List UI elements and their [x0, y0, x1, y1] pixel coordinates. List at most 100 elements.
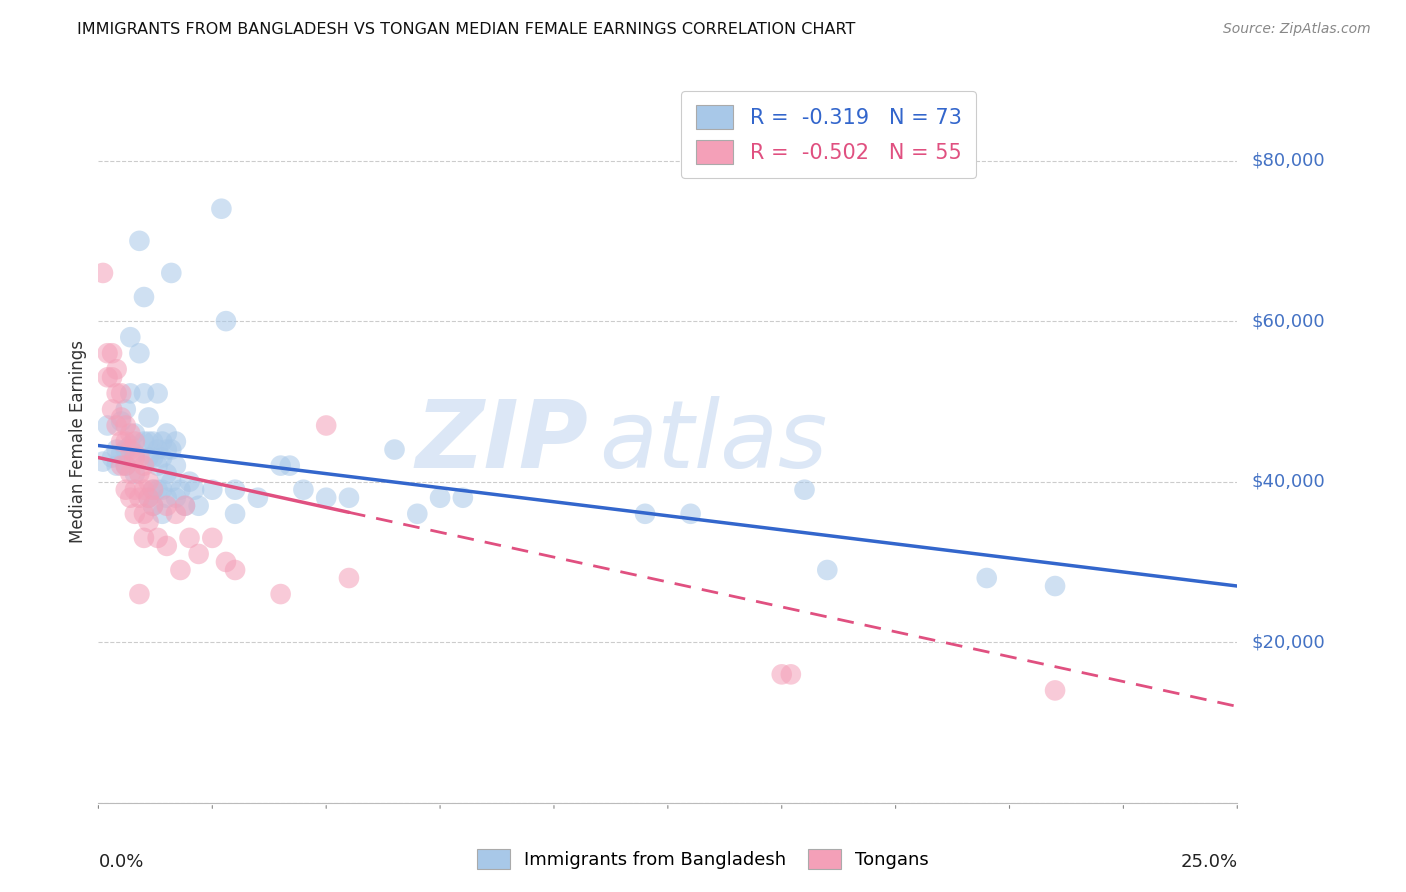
Point: [209, 202, 232, 216]
Point: [156, 539, 179, 553]
Point: [156, 442, 179, 457]
Point: [169, 483, 191, 497]
Point: [224, 507, 246, 521]
Text: Source: ZipAtlas.com: Source: ZipAtlas.com: [1223, 22, 1371, 37]
Point: [156, 491, 179, 505]
Point: [142, 434, 165, 449]
Point: [105, 386, 128, 401]
Point: [124, 507, 146, 521]
Point: [96, 370, 118, 384]
Point: [120, 386, 142, 401]
Point: [201, 531, 224, 545]
Point: [146, 531, 169, 545]
Point: [138, 410, 160, 425]
Point: [278, 458, 301, 473]
Point: [179, 475, 201, 489]
Point: [160, 266, 183, 280]
Point: [174, 499, 197, 513]
Point: [138, 434, 160, 449]
Point: [124, 467, 146, 481]
Point: [156, 467, 179, 481]
Point: [337, 571, 360, 585]
Text: 25.0%: 25.0%: [1180, 854, 1237, 871]
Point: [120, 442, 142, 457]
Point: [114, 483, 136, 497]
Point: [124, 434, 146, 449]
Point: [114, 418, 136, 433]
Point: [174, 499, 197, 513]
Point: [292, 483, 315, 497]
Point: [101, 402, 124, 417]
Point: [146, 483, 169, 497]
Point: [138, 491, 160, 505]
Point: [429, 491, 451, 505]
Point: [120, 426, 142, 441]
Point: [114, 458, 136, 473]
Point: [132, 458, 155, 473]
Point: [169, 563, 191, 577]
Point: [187, 547, 209, 561]
Point: [384, 442, 406, 457]
Text: ZIP: ZIP: [415, 395, 588, 488]
Point: [150, 450, 173, 465]
Point: [114, 434, 136, 449]
Text: $80,000: $80,000: [1251, 152, 1324, 169]
Point: [165, 434, 187, 449]
Point: [156, 426, 179, 441]
Point: [101, 346, 124, 360]
Point: [132, 290, 155, 304]
Point: [128, 450, 150, 465]
Point: [315, 491, 337, 505]
Point: [315, 418, 337, 433]
Point: [138, 475, 160, 489]
Point: [770, 667, 793, 681]
Point: [110, 446, 132, 460]
Point: [105, 442, 128, 457]
Point: [165, 491, 187, 505]
Point: [160, 442, 183, 457]
Point: [120, 491, 142, 505]
Point: [105, 458, 128, 473]
Point: [138, 450, 160, 465]
Point: [146, 386, 169, 401]
Point: [110, 410, 132, 425]
Point: [1043, 683, 1066, 698]
Point: [793, 483, 815, 497]
Point: [165, 507, 187, 521]
Point: [91, 266, 114, 280]
Point: [96, 418, 118, 433]
Point: [128, 346, 150, 360]
Point: [105, 362, 128, 376]
Point: [132, 483, 155, 497]
Point: [679, 507, 702, 521]
Point: [165, 458, 187, 473]
Point: [124, 483, 146, 497]
Point: [142, 499, 165, 513]
Point: [96, 346, 118, 360]
Y-axis label: Median Female Earnings: Median Female Earnings: [69, 340, 87, 543]
Point: [160, 475, 183, 489]
Legend: Immigrants from Bangladesh, Tongans: Immigrants from Bangladesh, Tongans: [468, 839, 938, 879]
Point: [124, 446, 146, 460]
Point: [114, 458, 136, 473]
Point: [150, 434, 173, 449]
Point: [634, 507, 657, 521]
Point: [779, 667, 801, 681]
Point: [114, 402, 136, 417]
Point: [976, 571, 998, 585]
Point: [142, 483, 165, 497]
Point: [132, 386, 155, 401]
Point: [150, 507, 173, 521]
Point: [406, 507, 429, 521]
Point: [201, 483, 224, 497]
Point: [128, 234, 150, 248]
Point: [120, 330, 142, 344]
Point: [270, 587, 292, 601]
Point: [110, 458, 132, 473]
Point: [124, 450, 146, 465]
Text: $40,000: $40,000: [1251, 473, 1324, 491]
Point: [146, 442, 169, 457]
Point: [132, 507, 155, 521]
Point: [451, 491, 474, 505]
Point: [337, 491, 360, 505]
